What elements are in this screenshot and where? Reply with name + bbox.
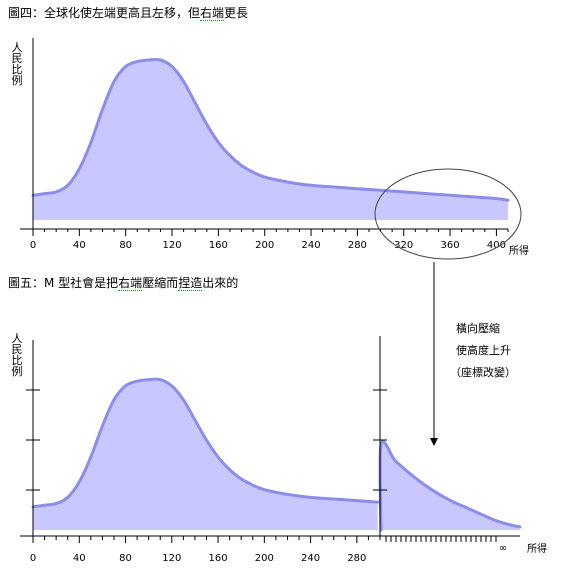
figure5-series-main-fill [33,379,378,530]
figure5-series-main-line [31,377,380,509]
figure5-caption-middle: 壓縮而 [142,276,179,290]
figure4-x-tick-label: 120 [162,240,181,251]
figure5-series-tail-fill [379,441,520,530]
figure5-x-tick-label: 160 [209,553,228,564]
figure4-x-tick-label: 400 [487,240,506,251]
figure5-x-tick-label: 40 [73,553,86,564]
figure4-x-tick-label: 0 [30,240,36,251]
figure5-y-axis-label: 人民比例 [11,332,23,378]
figure4-caption-suffix: 更長 [224,6,249,20]
annotation-line-2: 使高度上升 [456,344,511,357]
figure5-caption-underlined: 右端 [118,276,143,291]
figure5-x-tick-label: ∞ [499,543,507,554]
tail-highlight-ellipse [374,168,522,260]
figure4-y-axis-label: 人民比例 [11,41,23,87]
figure5-caption: 圖五：M 型社會是把右端壓縮而捏造出來的 [8,274,238,291]
figure5-x-tick-label: 240 [301,553,320,564]
figure5-x-tick-label: 0 [30,553,36,564]
figure5-caption-prefix: 圖五：M 型社會是把 [8,276,119,290]
figure4-x-tick-label: 360 [441,240,460,251]
figure4-caption: 圖四：全球化使左端更高且左移，但右端更長 [8,4,248,21]
figure4-x-tick-label: 160 [209,240,228,251]
figure4-series-line [31,57,510,202]
figure4-caption-underlined: 右端 [200,6,225,21]
figure5-x-tick-label: 120 [162,553,181,564]
figure5-caption-suffix: 出來的 [202,276,239,290]
figure5-x-tick-label: 80 [119,553,132,564]
figure5-x-tick-label: 200 [255,553,274,564]
compression-arrow-head [430,438,438,446]
figure5-series-tail-line [378,440,522,532]
figure5-caption-underlined2: 捏造 [178,276,203,291]
figure5-x-axis-label: 所得 [527,543,547,555]
figure4-x-axis-label: 所得 [509,245,529,257]
figure4-x-tick-label: 280 [348,240,367,251]
annotation-line-1: 橫向壓縮 [456,322,500,335]
figure4-x-tick-label: 80 [119,240,132,251]
figure4-x-tick-label: 240 [302,240,321,251]
figure4-caption-prefix: 圖四：全球化使左端更高且左移，但 [8,6,201,20]
annotation-line-3: （座標改變） [450,366,516,379]
figure4-x-tick-label: 200 [255,240,274,251]
figure4-series-fill [33,59,508,221]
figure5-x-tick-label: 280 [347,553,366,564]
figure4-x-tick-label: 40 [73,240,86,251]
figure4-x-tick-label: 320 [394,240,413,251]
